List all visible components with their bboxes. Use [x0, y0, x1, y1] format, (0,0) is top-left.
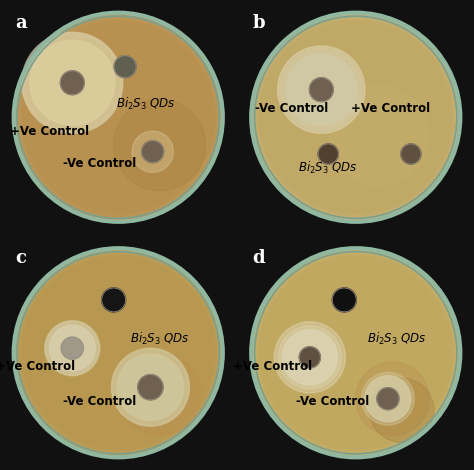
- Circle shape: [49, 325, 95, 371]
- Text: c: c: [15, 250, 26, 267]
- Text: +Ve Control: +Ve Control: [234, 360, 313, 373]
- Text: b: b: [252, 14, 265, 32]
- Circle shape: [118, 353, 201, 436]
- Text: d: d: [252, 250, 265, 267]
- Circle shape: [362, 372, 414, 425]
- Circle shape: [114, 99, 206, 191]
- Circle shape: [251, 248, 460, 457]
- Circle shape: [356, 362, 429, 436]
- Text: -Ve Control: -Ve Control: [63, 394, 137, 407]
- Text: -Ve Control: -Ve Control: [63, 157, 137, 170]
- Circle shape: [370, 378, 434, 442]
- Circle shape: [112, 349, 189, 425]
- Circle shape: [251, 13, 460, 222]
- Circle shape: [138, 375, 163, 400]
- Circle shape: [61, 337, 83, 359]
- Circle shape: [365, 376, 411, 422]
- Circle shape: [45, 321, 100, 376]
- Circle shape: [299, 347, 320, 368]
- Text: a: a: [15, 14, 27, 32]
- Text: $Bi_2S_3$ $QDs$: $Bi_2S_3$ $QDs$: [130, 331, 190, 347]
- Text: -Ve Control: -Ve Control: [255, 102, 328, 115]
- Circle shape: [286, 54, 357, 125]
- Circle shape: [401, 144, 421, 164]
- Text: $Bi_2S_3$ $QDs$: $Bi_2S_3$ $QDs$: [367, 331, 427, 347]
- Circle shape: [46, 322, 99, 375]
- Text: +Ve Control: +Ve Control: [10, 125, 89, 138]
- Text: $Bi_2S_3$ $QDs$: $Bi_2S_3$ $QDs$: [298, 160, 358, 176]
- Circle shape: [278, 326, 342, 389]
- Circle shape: [142, 141, 164, 163]
- Circle shape: [332, 288, 356, 312]
- Circle shape: [23, 34, 121, 132]
- Text: $Bi_2S_3$ $QDs$: $Bi_2S_3$ $QDs$: [116, 95, 176, 111]
- Circle shape: [328, 85, 429, 186]
- Circle shape: [132, 131, 173, 172]
- Circle shape: [30, 40, 115, 125]
- Circle shape: [278, 46, 365, 133]
- Circle shape: [114, 55, 136, 78]
- Circle shape: [310, 78, 333, 102]
- Text: -Ve Control: -Ve Control: [296, 394, 369, 407]
- Circle shape: [318, 144, 338, 164]
- Circle shape: [377, 388, 399, 410]
- Circle shape: [14, 248, 223, 457]
- Circle shape: [282, 330, 337, 385]
- Circle shape: [111, 348, 190, 426]
- Circle shape: [274, 322, 346, 393]
- Text: +Ve Control: +Ve Control: [0, 360, 75, 373]
- Circle shape: [280, 49, 362, 131]
- Text: +Ve Control: +Ve Control: [351, 102, 430, 115]
- Circle shape: [102, 288, 126, 312]
- Circle shape: [60, 71, 84, 95]
- Circle shape: [14, 13, 223, 222]
- Circle shape: [22, 32, 123, 133]
- Circle shape: [117, 354, 184, 421]
